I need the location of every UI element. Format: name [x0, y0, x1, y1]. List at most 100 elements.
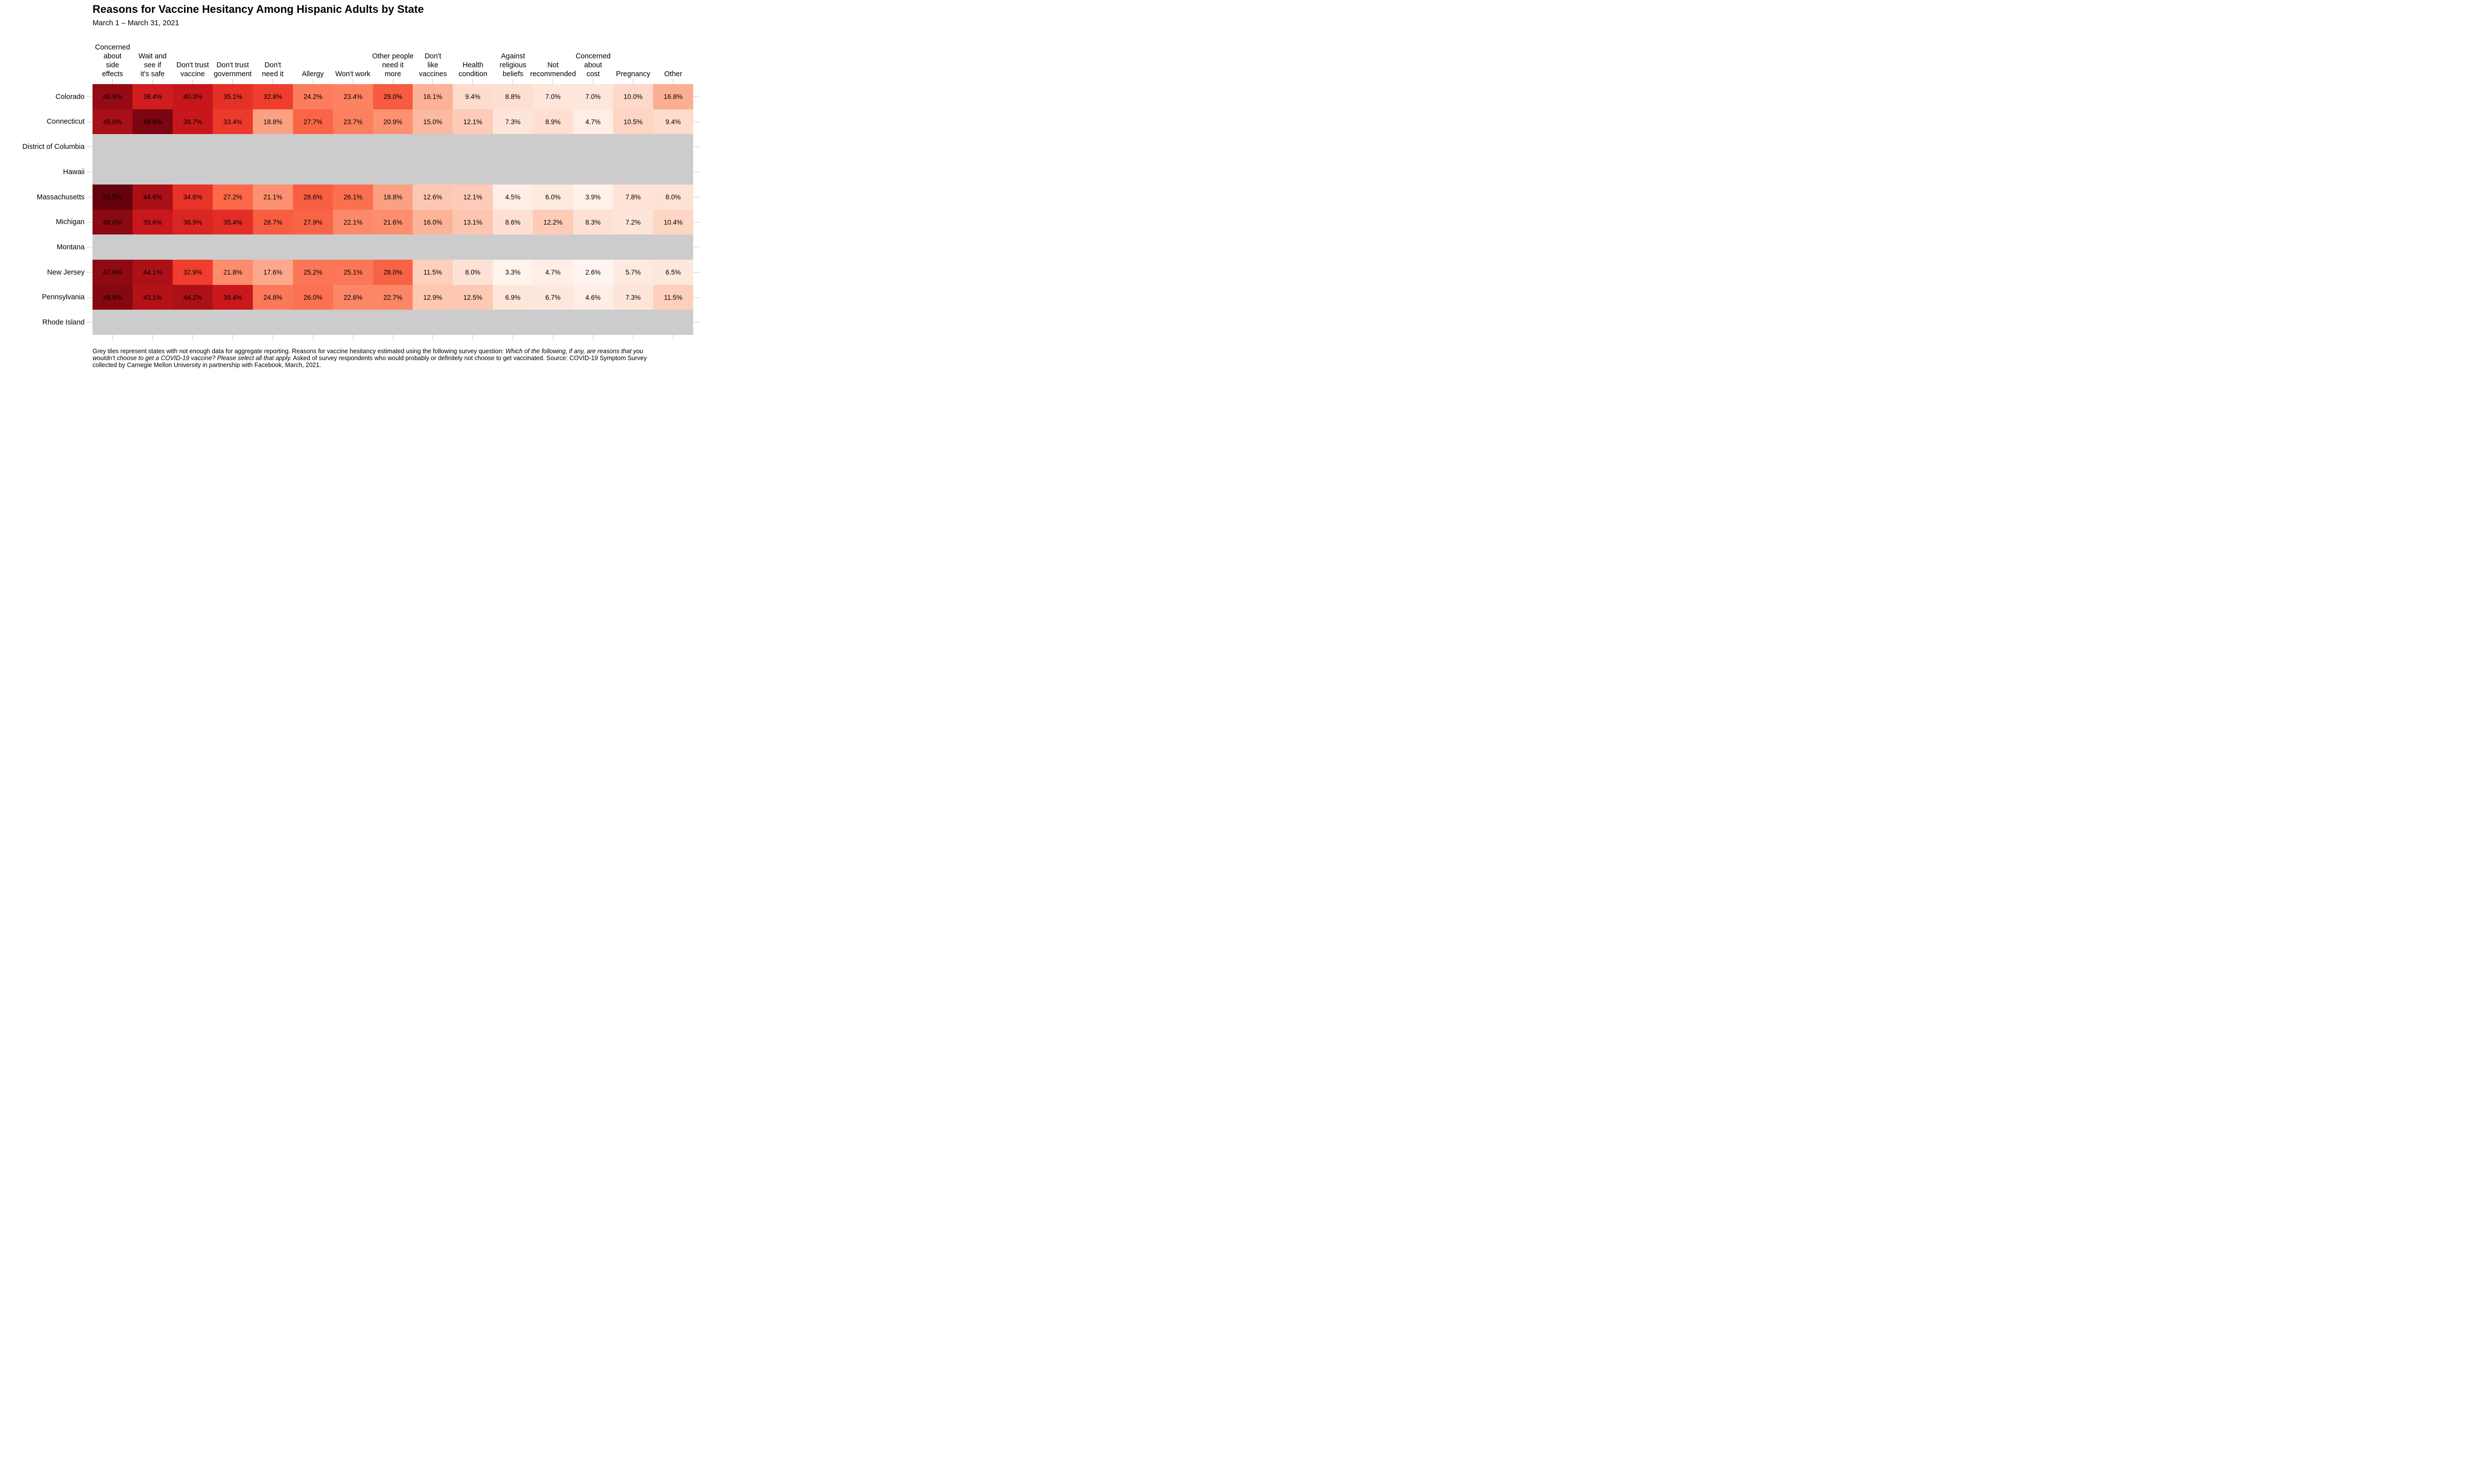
heatmap-cell: 4.7%	[533, 260, 573, 285]
heatmap-cell: 2.6%	[573, 260, 613, 285]
heatmap-cell: 6.7%	[533, 285, 573, 310]
heatmap-cell: 8.3%	[573, 210, 613, 234]
heatmap-cell: 21.6%	[373, 210, 413, 234]
heatmap-cell: 28.0%	[373, 260, 413, 285]
heatmap-cell: 24.8%	[253, 285, 293, 310]
heatmap-cell: 8.8%	[493, 84, 533, 109]
axis-tick-right	[694, 96, 699, 97]
heatmap-cell: 20.9%	[373, 109, 413, 134]
heatmap-cell: 9.4%	[653, 109, 693, 134]
column-header: Allergy	[301, 70, 324, 78]
footnote-text: Asked of survey respondents who would pr…	[93, 355, 647, 369]
heatmap-cell: 51.5%	[93, 185, 133, 210]
column-header: Don't trust vaccine	[176, 61, 209, 78]
heatmap-cell: 13.1%	[453, 210, 493, 234]
heatmap-cell: 39.7%	[173, 109, 213, 134]
heatmap-cell: 22.1%	[333, 210, 373, 234]
column-header: Concerned about cost	[575, 52, 611, 78]
axis-tick-left	[87, 96, 92, 97]
column-header: Don't like vaccines	[419, 52, 447, 78]
heatmap-cell: 8.9%	[533, 109, 573, 134]
column-header: Other	[664, 70, 682, 78]
axis-tick-top	[432, 79, 433, 84]
heatmap-cell: 21.1%	[253, 185, 293, 210]
row-label: Colorado	[55, 93, 85, 101]
heatmap-cell: 49.5%	[133, 109, 173, 134]
no-data-band	[93, 134, 693, 159]
axis-tick-bottom	[192, 335, 193, 340]
row-label: Massachusetts	[37, 193, 85, 201]
heatmap-cell: 8.6%	[493, 210, 533, 234]
heatmap-cell: 10.4%	[653, 210, 693, 234]
heatmap-cell: 6.0%	[533, 185, 573, 210]
heatmap-cell: 21.8%	[213, 260, 253, 285]
footnote: Grey tiles represent states with not eno…	[93, 348, 658, 369]
heatmap-cell: 39.6%	[133, 210, 173, 234]
heatmap-cell: 28.7%	[253, 210, 293, 234]
heatmap-cell: 12.1%	[453, 109, 493, 134]
heatmap-cell: 44.2%	[173, 285, 213, 310]
heatmap-cell: 4.5%	[493, 185, 533, 210]
heatmap-cell: 12.9%	[413, 285, 453, 310]
heatmap-cell: 3.3%	[493, 260, 533, 285]
heatmap-cell: 45.0%	[93, 109, 133, 134]
heatmap-cell: 9.4%	[453, 84, 493, 109]
row-label: Rhode Island	[42, 318, 85, 326]
heatmap-cell: 7.0%	[573, 84, 613, 109]
column-header: Don't need it	[262, 61, 284, 78]
heatmap-cell: 8.0%	[653, 185, 693, 210]
heatmap-cell: 5.7%	[613, 260, 653, 285]
heatmap-cell: 35.1%	[213, 84, 253, 109]
row-label: New Jersey	[47, 268, 85, 277]
heatmap-cell: 16.1%	[413, 84, 453, 109]
heatmap-cell: 27.2%	[213, 185, 253, 210]
axis-tick-right	[694, 297, 699, 298]
heatmap-cell: 36.9%	[173, 210, 213, 234]
axis-tick-bottom	[152, 335, 153, 340]
heatmap-cell: 3.9%	[573, 185, 613, 210]
heatmap-cell: 7.2%	[613, 210, 653, 234]
axis-tick-right	[694, 222, 699, 223]
vaccine-hesitancy-heatmap-figure: Reasons for Vaccine Hesitancy Among Hisp…	[0, 0, 705, 371]
axis-tick-right	[694, 146, 699, 147]
heatmap-cell: 28.6%	[293, 185, 333, 210]
heatmap-cell: 18.8%	[253, 109, 293, 134]
heatmap-cell: 7.3%	[613, 285, 653, 310]
heatmap-cell: 27.7%	[293, 109, 333, 134]
heatmap-cell: 32.8%	[253, 84, 293, 109]
heatmap-cell: 16.0%	[413, 210, 453, 234]
heatmap-cell: 22.6%	[333, 285, 373, 310]
footnote-survey-question: Which of the following, if any, are reas…	[93, 348, 643, 362]
column-header: Won't work	[335, 70, 371, 78]
row-label: Montana	[56, 243, 85, 251]
column-header: Concerned about side effects	[95, 44, 130, 78]
heatmap-cell: 40.3%	[173, 84, 213, 109]
heatmap-cell: 24.2%	[293, 84, 333, 109]
heatmap-cell: 25.1%	[333, 260, 373, 285]
heatmap-cell: 26.0%	[293, 285, 333, 310]
heatmap-cell: 34.6%	[173, 185, 213, 210]
heatmap-cell: 7.0%	[533, 84, 573, 109]
heatmap-cell: 33.4%	[213, 109, 253, 134]
axis-tick-bottom	[432, 335, 433, 340]
axis-tick-right	[694, 322, 699, 323]
axis-tick-left	[87, 297, 92, 298]
column-header: Pregnancy	[616, 70, 651, 78]
heatmap-cell: 4.6%	[573, 285, 613, 310]
heatmap-cell: 22.7%	[373, 285, 413, 310]
row-label: District of Columbia	[22, 142, 85, 151]
axis-tick-top	[112, 79, 113, 84]
column-header: Not recommended	[530, 61, 576, 78]
heatmap-cell: 38.4%	[133, 84, 173, 109]
heatmap-cell: 12.2%	[533, 210, 573, 234]
no-data-band	[93, 159, 693, 185]
no-data-band	[93, 310, 693, 335]
heatmap-cell: 27.9%	[293, 210, 333, 234]
heatmap-cell: 44.6%	[133, 185, 173, 210]
heatmap-cell: 25.2%	[293, 260, 333, 285]
no-data-band	[93, 234, 693, 260]
axis-tick-right	[694, 272, 699, 273]
footnote-text: Grey tiles represent states with not eno…	[93, 348, 506, 355]
heatmap-cell: 10.0%	[613, 84, 653, 109]
chart-title: Reasons for Vaccine Hesitancy Among Hisp…	[93, 3, 424, 15]
